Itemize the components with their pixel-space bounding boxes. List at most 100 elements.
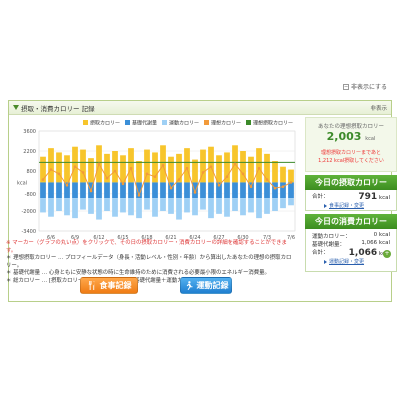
bar-basal[interactable] <box>216 182 222 199</box>
bar-basal[interactable] <box>248 182 254 199</box>
bar-basal[interactable] <box>136 182 142 199</box>
net-calorie-marker[interactable] <box>249 185 253 189</box>
bar-exercise[interactable] <box>64 198 70 216</box>
net-calorie-marker[interactable] <box>49 168 53 171</box>
net-calorie-marker[interactable] <box>201 171 205 174</box>
bar-basal[interactable] <box>104 182 110 199</box>
bar-exercise[interactable] <box>224 198 230 217</box>
bar-intake[interactable] <box>208 146 214 183</box>
bar-basal[interactable] <box>72 182 78 199</box>
bar-exercise[interactable] <box>40 198 46 213</box>
bar-exercise[interactable] <box>136 198 142 219</box>
net-calorie-marker[interactable] <box>65 183 69 187</box>
net-calorie-marker[interactable] <box>289 181 293 184</box>
bar-intake[interactable] <box>48 148 54 183</box>
bar-basal[interactable] <box>264 182 270 199</box>
net-calorie-marker[interactable] <box>41 178 45 181</box>
bar-intake[interactable] <box>256 148 262 183</box>
bar-basal[interactable] <box>176 182 182 199</box>
bar-basal[interactable] <box>280 182 286 199</box>
bar-exercise[interactable] <box>288 198 294 206</box>
bar-basal[interactable] <box>56 182 62 199</box>
bar-intake[interactable] <box>184 148 190 183</box>
bar-intake[interactable] <box>104 153 110 183</box>
bar-intake[interactable] <box>240 151 246 183</box>
bar-exercise[interactable] <box>264 198 270 214</box>
bar-exercise[interactable] <box>256 198 262 219</box>
net-calorie-marker[interactable] <box>57 172 61 176</box>
panel-hide-link[interactable]: 非表示 <box>370 106 387 112</box>
net-calorie-marker[interactable] <box>145 172 149 176</box>
net-calorie-marker[interactable] <box>233 162 237 166</box>
burn-edit-link[interactable]: 運動記録・変更 <box>306 258 396 265</box>
bar-basal[interactable] <box>232 182 238 199</box>
net-calorie-marker[interactable] <box>257 166 261 170</box>
bar-basal[interactable] <box>120 182 126 199</box>
bar-exercise[interactable] <box>248 198 254 213</box>
bar-exercise[interactable] <box>232 198 238 211</box>
bar-intake[interactable] <box>200 149 206 183</box>
bar-intake[interactable] <box>88 158 94 183</box>
bar-intake[interactable] <box>160 145 166 183</box>
net-calorie-marker[interactable] <box>73 165 77 169</box>
bar-intake[interactable] <box>64 155 70 183</box>
bar-exercise[interactable] <box>88 198 94 214</box>
bar-basal[interactable] <box>168 182 174 199</box>
bar-exercise[interactable] <box>96 198 102 220</box>
bar-exercise[interactable] <box>280 198 286 209</box>
net-calorie-marker[interactable] <box>241 172 245 176</box>
bar-intake[interactable] <box>112 151 118 183</box>
bar-basal[interactable] <box>184 182 190 199</box>
net-calorie-marker[interactable] <box>97 162 101 166</box>
bar-exercise[interactable] <box>72 198 78 219</box>
bar-intake[interactable] <box>40 156 46 183</box>
bar-basal[interactable] <box>128 182 134 199</box>
bar-basal[interactable] <box>208 182 214 199</box>
bar-exercise[interactable] <box>120 198 126 213</box>
bar-intake[interactable] <box>192 159 198 183</box>
bar-basal[interactable] <box>240 182 246 199</box>
bar-intake[interactable] <box>152 152 158 183</box>
bar-exercise[interactable] <box>240 198 246 216</box>
bar-intake[interactable] <box>80 149 86 183</box>
bar-basal[interactable] <box>272 182 278 199</box>
intake-edit-link[interactable]: 食事記録・変更 <box>306 202 396 209</box>
bar-basal[interactable] <box>40 182 46 199</box>
bar-exercise[interactable] <box>184 198 190 213</box>
bar-basal[interactable] <box>224 182 230 199</box>
net-calorie-marker[interactable] <box>209 165 213 169</box>
net-calorie-marker[interactable] <box>225 175 229 179</box>
bar-intake[interactable] <box>288 169 294 183</box>
net-calorie-marker[interactable] <box>281 185 285 189</box>
bar-basal[interactable] <box>256 182 262 199</box>
bar-exercise[interactable] <box>176 198 182 220</box>
bar-basal[interactable] <box>200 182 206 199</box>
calorie-chart[interactable]: 摂取カロリー 基礎代謝量 運動カロリー 理想カロリー 理想摂取カロリー 3600 2200 8… <box>13 117 303 242</box>
bar-intake[interactable] <box>120 155 126 183</box>
net-calorie-marker[interactable] <box>273 186 277 190</box>
bar-exercise[interactable] <box>104 198 110 211</box>
bar-basal[interactable] <box>192 182 198 199</box>
bar-intake[interactable] <box>176 153 182 183</box>
bar-exercise[interactable] <box>200 198 206 210</box>
bar-exercise[interactable] <box>168 198 174 214</box>
net-calorie-marker[interactable] <box>265 178 269 181</box>
bar-intake[interactable] <box>224 152 230 183</box>
bar-intake[interactable] <box>72 146 78 183</box>
bar-intake[interactable] <box>136 161 142 183</box>
food-record-button[interactable]: 食事記録 <box>80 277 138 294</box>
hide-link[interactable]: − 非表示にする <box>343 82 387 91</box>
bar-exercise[interactable] <box>152 198 158 217</box>
bar-basal[interactable] <box>64 182 70 199</box>
net-calorie-marker[interactable] <box>217 183 221 187</box>
net-calorie-marker[interactable] <box>113 169 117 173</box>
net-calorie-marker[interactable] <box>89 189 93 193</box>
bar-intake[interactable] <box>128 148 134 183</box>
bar-intake[interactable] <box>168 156 174 183</box>
bar-basal[interactable] <box>288 182 294 199</box>
bar-exercise[interactable] <box>48 198 54 217</box>
net-calorie-marker[interactable] <box>81 171 85 174</box>
bar-basal[interactable] <box>80 182 86 199</box>
net-calorie-marker[interactable] <box>193 191 197 194</box>
bar-intake[interactable] <box>216 155 222 183</box>
